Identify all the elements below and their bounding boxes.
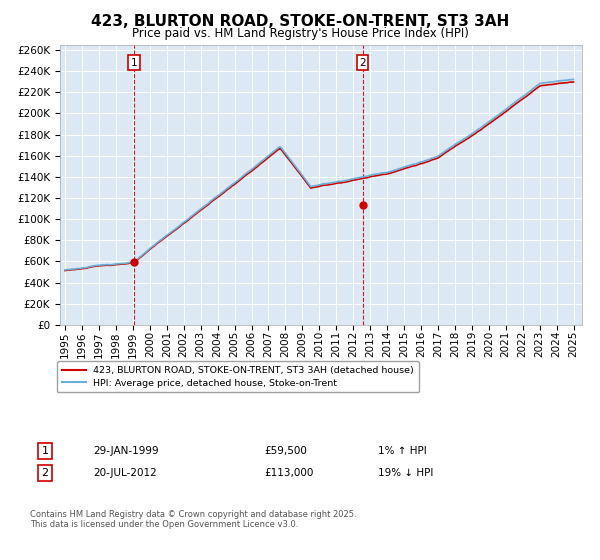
Text: 2: 2	[41, 468, 49, 478]
Text: 2: 2	[359, 58, 366, 68]
Text: Contains HM Land Registry data © Crown copyright and database right 2025.
This d: Contains HM Land Registry data © Crown c…	[30, 510, 356, 529]
Text: £59,500: £59,500	[264, 446, 307, 456]
Text: £113,000: £113,000	[264, 468, 313, 478]
Text: 29-JAN-1999: 29-JAN-1999	[93, 446, 158, 456]
Text: 1% ↑ HPI: 1% ↑ HPI	[378, 446, 427, 456]
Text: 1: 1	[131, 58, 137, 68]
Text: 20-JUL-2012: 20-JUL-2012	[93, 468, 157, 478]
Text: 19% ↓ HPI: 19% ↓ HPI	[378, 468, 433, 478]
Text: Price paid vs. HM Land Registry's House Price Index (HPI): Price paid vs. HM Land Registry's House …	[131, 27, 469, 40]
Text: 1: 1	[41, 446, 49, 456]
Legend: 423, BLURTON ROAD, STOKE-ON-TRENT, ST3 3AH (detached house), HPI: Average price,: 423, BLURTON ROAD, STOKE-ON-TRENT, ST3 3…	[58, 361, 419, 393]
Text: 423, BLURTON ROAD, STOKE-ON-TRENT, ST3 3AH: 423, BLURTON ROAD, STOKE-ON-TRENT, ST3 3…	[91, 14, 509, 29]
